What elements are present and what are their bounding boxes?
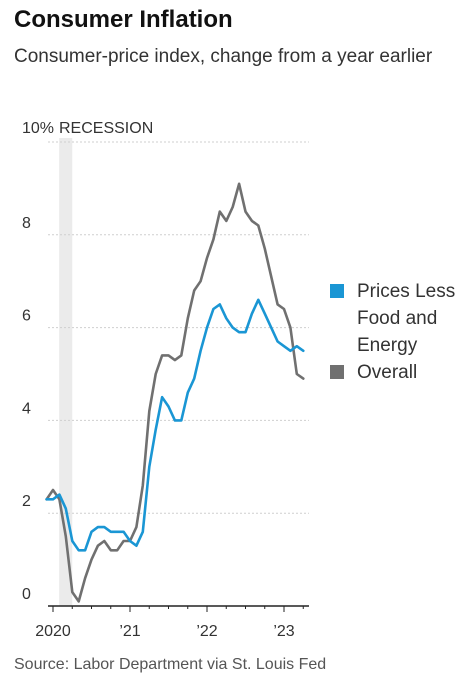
x-tick-label: ’23 <box>273 623 294 640</box>
y-tick-label: 8 <box>22 215 31 232</box>
legend: Prices Less Food and Energy Overall <box>330 278 464 386</box>
chart-title: Consumer Inflation <box>14 6 233 33</box>
legend-label-overall: Overall <box>357 362 418 383</box>
y-tick-label: 10% <box>22 120 54 137</box>
y-tick-label: 2 <box>22 493 31 510</box>
source-note: Source: Labor Department via St. Louis F… <box>14 656 327 673</box>
legend-label-core: Prices Less Food and Energy <box>357 281 456 356</box>
y-tick-label: 4 <box>22 400 31 417</box>
y-tick-label: 0 <box>22 586 31 603</box>
legend-swatch-core <box>330 284 344 298</box>
recession-label: RECESSION <box>59 120 153 137</box>
recession-band <box>59 138 73 606</box>
series-line-core <box>45 298 305 552</box>
legend-swatch-overall <box>330 365 344 379</box>
series-line-overall <box>45 182 305 603</box>
y-tick-label: 6 <box>22 308 31 325</box>
x-tick-label: ’21 <box>119 623 140 640</box>
chart-subtitle: Consumer-price index, change from a year… <box>14 46 433 67</box>
legend-item-overall: Overall <box>330 359 464 386</box>
x-tick-label: 2020 <box>35 623 71 640</box>
x-tick-label: ’22 <box>196 623 217 640</box>
legend-item-core: Prices Less Food and Energy <box>330 278 464 359</box>
